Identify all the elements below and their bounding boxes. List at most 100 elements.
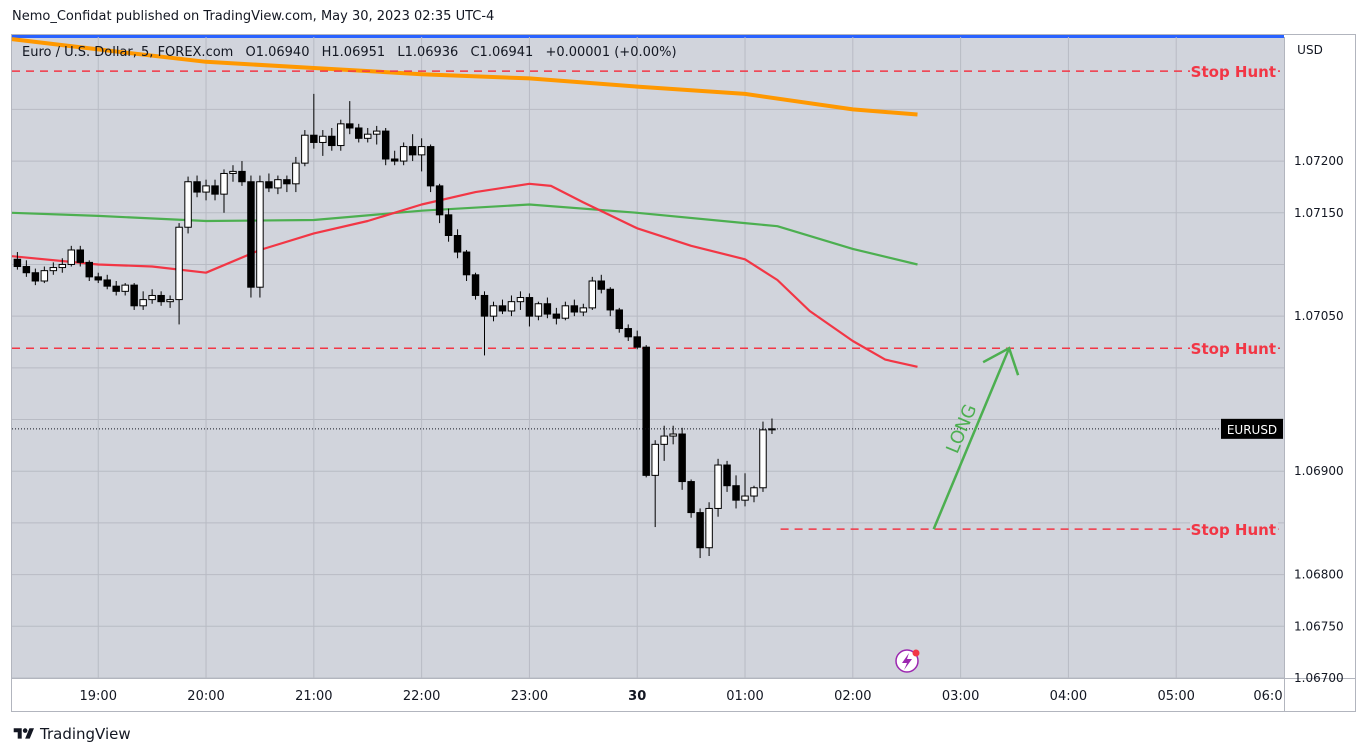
candle-body bbox=[184, 181, 192, 228]
candle[interactable] bbox=[489, 301, 498, 322]
candle[interactable] bbox=[453, 229, 462, 259]
candle[interactable] bbox=[157, 291, 165, 306]
candle[interactable] bbox=[705, 502, 713, 557]
candle[interactable] bbox=[471, 272, 480, 300]
candle[interactable] bbox=[624, 324, 632, 341]
candle[interactable] bbox=[85, 260, 93, 281]
candle[interactable] bbox=[283, 175, 291, 193]
candle[interactable] bbox=[606, 287, 615, 317]
candle[interactable] bbox=[561, 301, 570, 321]
candle[interactable] bbox=[570, 299, 579, 317]
candle[interactable] bbox=[184, 176, 192, 234]
candle[interactable] bbox=[94, 272, 102, 284]
candle[interactable] bbox=[642, 345, 650, 478]
candle[interactable] bbox=[597, 274, 606, 294]
candle[interactable] bbox=[534, 301, 543, 321]
candle[interactable] bbox=[390, 150, 399, 166]
candle[interactable] bbox=[40, 266, 49, 284]
candle[interactable] bbox=[759, 421, 767, 492]
candle[interactable] bbox=[112, 280, 120, 296]
candle[interactable] bbox=[139, 291, 147, 310]
candle[interactable] bbox=[615, 307, 623, 333]
candle[interactable] bbox=[741, 473, 749, 507]
candle[interactable] bbox=[346, 101, 354, 135]
candle[interactable] bbox=[678, 427, 686, 490]
candle[interactable] bbox=[723, 460, 731, 492]
candle[interactable] bbox=[750, 485, 758, 503]
candle[interactable] bbox=[274, 175, 282, 195]
candle[interactable] bbox=[516, 291, 525, 310]
candle[interactable] bbox=[633, 330, 641, 350]
candle[interactable] bbox=[426, 144, 435, 193]
price-axis[interactable] bbox=[1284, 35, 1355, 678]
candle[interactable] bbox=[462, 249, 471, 281]
candle[interactable] bbox=[211, 179, 219, 201]
candle[interactable] bbox=[103, 274, 111, 290]
symbol-tag bbox=[1221, 418, 1283, 439]
candle-body bbox=[202, 185, 210, 193]
candle[interactable] bbox=[166, 295, 174, 308]
candle[interactable] bbox=[714, 458, 722, 517]
stop-hunt-label-bg bbox=[1190, 519, 1278, 540]
lightning-icon[interactable] bbox=[895, 649, 920, 673]
candle[interactable] bbox=[543, 297, 552, 319]
candle[interactable] bbox=[292, 156, 300, 193]
candle[interactable] bbox=[417, 138, 426, 172]
candle[interactable] bbox=[660, 425, 668, 461]
candle-body bbox=[669, 433, 677, 437]
moving-average-red bbox=[11, 182, 918, 368]
candle[interactable] bbox=[22, 260, 31, 277]
candle[interactable] bbox=[732, 475, 740, 509]
candle[interactable] bbox=[220, 169, 228, 213]
candle[interactable] bbox=[651, 440, 659, 528]
candle[interactable] bbox=[193, 175, 201, 198]
candle[interactable] bbox=[355, 123, 363, 143]
candle[interactable] bbox=[202, 179, 210, 201]
candle[interactable] bbox=[319, 130, 327, 156]
candle[interactable] bbox=[498, 299, 507, 315]
candle[interactable] bbox=[525, 293, 534, 327]
candle[interactable] bbox=[328, 127, 336, 151]
candle-body bbox=[534, 303, 543, 317]
candle[interactable] bbox=[588, 276, 597, 310]
price-tick-label: 1.06900 bbox=[1294, 464, 1344, 478]
legend-open: 1.06940 bbox=[256, 45, 310, 60]
candle[interactable] bbox=[310, 93, 318, 149]
candle[interactable] bbox=[13, 252, 22, 270]
candle[interactable] bbox=[238, 161, 246, 186]
candle[interactable] bbox=[301, 130, 309, 167]
candle[interactable] bbox=[381, 127, 390, 166]
candle[interactable] bbox=[552, 307, 561, 325]
candle-body bbox=[166, 299, 174, 303]
candle[interactable] bbox=[265, 173, 273, 193]
candle[interactable] bbox=[76, 245, 85, 267]
chart-frame bbox=[11, 34, 1356, 712]
candle[interactable] bbox=[480, 291, 489, 356]
candle[interactable] bbox=[175, 223, 183, 325]
candle[interactable] bbox=[408, 134, 417, 162]
candle[interactable] bbox=[31, 268, 40, 286]
candle[interactable] bbox=[337, 119, 345, 151]
candle[interactable] bbox=[372, 125, 381, 145]
candle[interactable] bbox=[435, 183, 444, 224]
candle[interactable] bbox=[247, 175, 255, 298]
candle[interactable] bbox=[49, 262, 58, 275]
candle[interactable] bbox=[507, 295, 516, 317]
candle[interactable] bbox=[399, 142, 408, 166]
candle[interactable] bbox=[67, 245, 76, 267]
candle[interactable] bbox=[229, 165, 237, 182]
candle[interactable] bbox=[148, 289, 156, 304]
candle[interactable] bbox=[696, 508, 704, 559]
candle[interactable] bbox=[579, 303, 588, 317]
candle[interactable] bbox=[121, 283, 129, 296]
candle[interactable] bbox=[130, 283, 138, 310]
candle[interactable] bbox=[687, 479, 695, 518]
candle[interactable] bbox=[669, 425, 677, 445]
candle[interactable] bbox=[58, 258, 67, 273]
time-axis[interactable] bbox=[12, 678, 1284, 711]
candle[interactable] bbox=[444, 208, 453, 242]
candle[interactable] bbox=[256, 175, 264, 298]
candle-body bbox=[256, 181, 264, 288]
candle[interactable] bbox=[363, 127, 372, 143]
